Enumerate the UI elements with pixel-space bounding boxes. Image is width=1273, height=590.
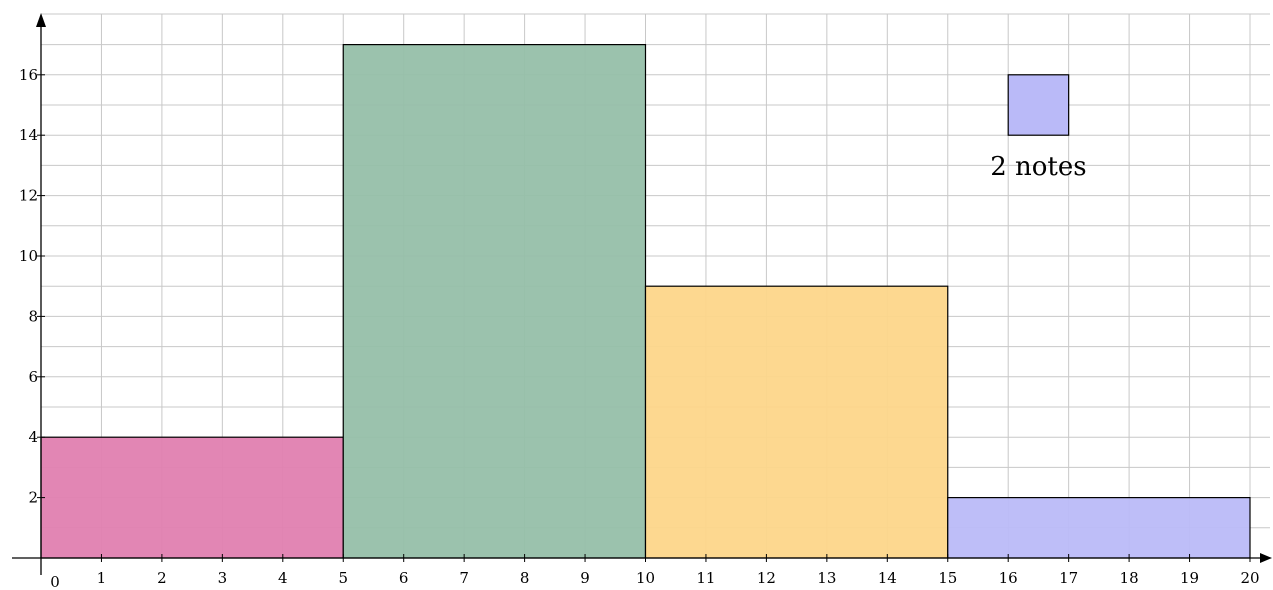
legend-label: 2 notes (990, 152, 1086, 182)
x-tick-label: 9 (580, 569, 590, 587)
x-tick-label: 14 (878, 569, 897, 587)
x-axis-arrow (1260, 553, 1272, 563)
bars (40, 43, 1251, 559)
x-tick-label: 8 (520, 569, 530, 587)
y-tick-label: 12 (19, 187, 38, 205)
y-tick-label: 2 (28, 489, 38, 507)
x-tick-label: 2 (157, 569, 167, 587)
histogram-bar-2 (342, 43, 647, 559)
x-tick-label: 20 (1240, 569, 1259, 587)
x-tick-label: 17 (1059, 569, 1078, 587)
y-tick-label: 4 (28, 428, 38, 446)
x-tick-label: 4 (278, 569, 288, 587)
x-tick-label: 15 (938, 569, 957, 587)
tick-labels: 0 1 2 3 4 5 6 7 8 9 10 11 12 13 14 15 16 17 18 19 2024681012… (19, 66, 1260, 590)
y-axis-arrow (36, 13, 46, 27)
y-tick-label: 6 (28, 368, 38, 386)
x-tick-label: 3 (218, 569, 228, 587)
legend (1007, 74, 1070, 136)
x-tick-label: 6 (399, 569, 409, 587)
x-tick-label: 10 (636, 569, 655, 587)
x-tick-label: 5 (338, 569, 348, 587)
y-tick-label: 16 (19, 66, 38, 84)
x-tick-label: 16 (999, 569, 1018, 587)
axes (12, 13, 1272, 575)
x-tick-label: 19 (1180, 569, 1199, 587)
x-tick-label: 13 (817, 569, 836, 587)
legend-swatch (1007, 74, 1070, 136)
y-tick-label: 14 (19, 126, 38, 144)
x-tick-label: 18 (1120, 569, 1139, 587)
x-tick-label: 7 (459, 569, 469, 587)
y-tick-label: 8 (28, 307, 38, 325)
x-tick-label: 0 (50, 573, 60, 590)
y-tick-label: 10 (19, 247, 38, 265)
x-tick-label: 1 (97, 569, 107, 587)
x-tick-label: 11 (696, 569, 715, 587)
histogram-bar-4 (947, 497, 1251, 559)
histogram-bar-3 (644, 285, 949, 559)
histogram-bar-1 (40, 436, 344, 559)
x-tick-label: 12 (757, 569, 776, 587)
